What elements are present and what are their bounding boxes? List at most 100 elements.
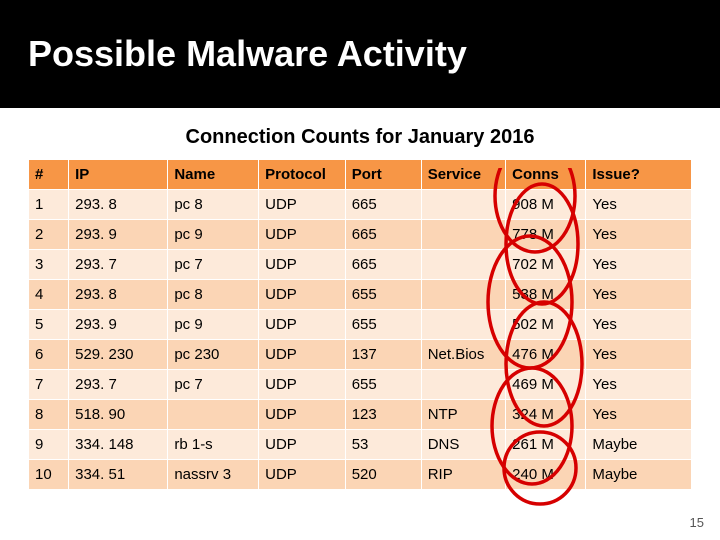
table-cell: UDP: [259, 250, 346, 280]
table-cell: 293. 7: [69, 250, 168, 280]
page-number: 15: [690, 515, 704, 530]
table-cell: rb 1-s: [168, 430, 259, 460]
table-cell: 240 M: [506, 460, 586, 490]
table-cell: 655: [345, 310, 421, 340]
table-cell: 293. 8: [69, 190, 168, 220]
title-band: Possible Malware Activity: [0, 0, 720, 108]
table-cell: 702 M: [506, 250, 586, 280]
table-row: 7293. 7pc 7UDP655469 MYes: [29, 370, 692, 400]
table-cell: 4: [29, 280, 69, 310]
table-cell: UDP: [259, 280, 346, 310]
col-header: Issue?: [586, 160, 692, 190]
table-cell: pc 230: [168, 340, 259, 370]
table-cell: 518. 90: [69, 400, 168, 430]
table-cell: RIP: [421, 460, 505, 490]
table-cell: UDP: [259, 190, 346, 220]
table-cell: 502 M: [506, 310, 586, 340]
table-cell: 9: [29, 430, 69, 460]
table-row: 6529. 230pc 230UDP137Net.Bios476 MYes: [29, 340, 692, 370]
table-cell: UDP: [259, 400, 346, 430]
table-cell: 2: [29, 220, 69, 250]
col-header: Port: [345, 160, 421, 190]
table-cell: 137: [345, 340, 421, 370]
table-cell: 520: [345, 460, 421, 490]
table-cell: Yes: [586, 400, 692, 430]
table-cell: pc 9: [168, 220, 259, 250]
table-cell: 655: [345, 370, 421, 400]
table-cell: 529. 230: [69, 340, 168, 370]
table-cell: 123: [345, 400, 421, 430]
table-cell: [421, 310, 505, 340]
table-cell: [168, 400, 259, 430]
table-cell: [421, 280, 505, 310]
table-cell: 908 M: [506, 190, 586, 220]
table-row: 2293. 9pc 9UDP665 778 MYes: [29, 220, 692, 250]
table-cell: 6: [29, 340, 69, 370]
table-cell: 5: [29, 310, 69, 340]
table-row: 8518. 90 UDP123NTP324 MYes: [29, 400, 692, 430]
table-row: 3293. 7pc 7UDP665 702 MYes: [29, 250, 692, 280]
table-cell: Yes: [586, 340, 692, 370]
table-cell: 324 M: [506, 400, 586, 430]
table-cell: pc 8: [168, 280, 259, 310]
table-cell: 655: [345, 280, 421, 310]
table-cell: UDP: [259, 370, 346, 400]
table-cell: [421, 370, 505, 400]
table-cell: 293. 9: [69, 310, 168, 340]
table-cell: 334. 148: [69, 430, 168, 460]
col-header: Name: [168, 160, 259, 190]
table-cell: 293. 9: [69, 220, 168, 250]
table-cell: 53: [345, 430, 421, 460]
table-cell: [421, 220, 505, 250]
table-row: 5293. 9pc 9UDP655 502 MYes: [29, 310, 692, 340]
table-cell: 10: [29, 460, 69, 490]
slide-title: Possible Malware Activity: [28, 33, 467, 75]
table-cell: Net.Bios: [421, 340, 505, 370]
table-row: 10334. 51nassrv 3UDP520RIP240 MMaybe: [29, 460, 692, 490]
table-header-row: # IP Name Protocol Port Service Conns Is…: [29, 160, 692, 190]
connections-table: # IP Name Protocol Port Service Conns Is…: [28, 159, 692, 490]
table-cell: UDP: [259, 220, 346, 250]
table-cell: Yes: [586, 310, 692, 340]
table-cell: 665: [345, 250, 421, 280]
table-cell: Yes: [586, 190, 692, 220]
table-caption: Connection Counts for January 2016: [0, 126, 720, 149]
col-header: IP: [69, 160, 168, 190]
table-cell: pc 7: [168, 250, 259, 280]
table-cell: 261 M: [506, 430, 586, 460]
table-cell: Yes: [586, 250, 692, 280]
table-cell: Maybe: [586, 430, 692, 460]
table-cell: 293. 7: [69, 370, 168, 400]
table-cell: 8: [29, 400, 69, 430]
table-cell: pc 7: [168, 370, 259, 400]
table-cell: Yes: [586, 280, 692, 310]
col-header: #: [29, 160, 69, 190]
table-cell: pc 8: [168, 190, 259, 220]
table-cell: 334. 51: [69, 460, 168, 490]
col-header: Conns: [506, 160, 586, 190]
table-cell: nassrv 3: [168, 460, 259, 490]
table-row: 9334. 148rb 1-sUDP53DNS261 MMaybe: [29, 430, 692, 460]
table-cell: 3: [29, 250, 69, 280]
table-cell: UDP: [259, 310, 346, 340]
table-cell: 665: [345, 220, 421, 250]
table-cell: Yes: [586, 370, 692, 400]
table-cell: 469 M: [506, 370, 586, 400]
table-cell: UDP: [259, 430, 346, 460]
table-cell: 665: [345, 190, 421, 220]
table-cell: 293. 8: [69, 280, 168, 310]
table-cell: pc 9: [168, 310, 259, 340]
table-row: 1293. 8pc 8UDP665908 MYes: [29, 190, 692, 220]
col-header: Protocol: [259, 160, 346, 190]
table-cell: Maybe: [586, 460, 692, 490]
table-cell: 476 M: [506, 340, 586, 370]
table-cell: DNS: [421, 430, 505, 460]
col-header: Service: [421, 160, 505, 190]
table-cell: UDP: [259, 340, 346, 370]
table-cell: Yes: [586, 220, 692, 250]
table-cell: 538 M: [506, 280, 586, 310]
table-cell: 778 M: [506, 220, 586, 250]
table-cell: [421, 190, 505, 220]
table-cell: NTP: [421, 400, 505, 430]
table-cell: UDP: [259, 460, 346, 490]
